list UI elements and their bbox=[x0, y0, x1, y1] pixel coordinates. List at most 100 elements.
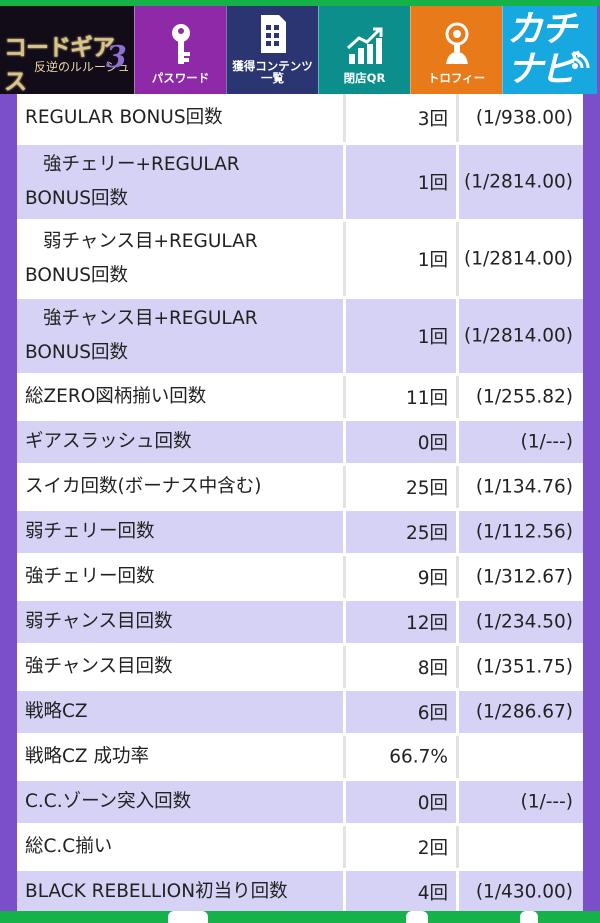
label-cell: BLACK REBELLION初当り回数 bbox=[17, 871, 343, 913]
row-count: 66.7% bbox=[389, 746, 448, 768]
row-count: 1回 bbox=[417, 250, 448, 271]
row-label: 総ZERO図柄揃い回数 bbox=[25, 386, 207, 407]
row-count: 25回 bbox=[405, 523, 448, 544]
row-probability: (1/112.56) bbox=[475, 521, 573, 543]
row-probability: (1/286.67) bbox=[475, 701, 573, 723]
probability-cell: (1/---) bbox=[456, 781, 583, 823]
count-cell: 25回 bbox=[343, 466, 456, 508]
label-cell: C.C.ゾーン突入回数 bbox=[17, 781, 343, 823]
table-row: 戦略CZ 成功率 66.7% bbox=[17, 736, 583, 778]
table-row: 強チェリー+REGULAR BONUS回数 1回 (1/2814.00) bbox=[17, 145, 583, 219]
row-label: C.C.ゾーン突入回数 bbox=[25, 791, 192, 812]
count-cell: 9回 bbox=[343, 556, 456, 598]
row-probability: (1/2814.00) bbox=[464, 325, 573, 347]
table-row: C.C.ゾーン突入回数 0回 (1/---) bbox=[17, 781, 583, 823]
probability-cell: (1/351.75) bbox=[456, 646, 583, 688]
label-cell: ギアスラッシュ回数 bbox=[17, 421, 343, 463]
count-cell: 66.7% bbox=[343, 736, 456, 778]
chart-up-icon bbox=[346, 27, 382, 64]
row-label: 弱チャンス目回数 bbox=[25, 611, 173, 632]
row-probability: (1/2814.00) bbox=[464, 248, 573, 270]
brand-text: カチナビ bbox=[507, 9, 577, 90]
count-cell: 4回 bbox=[343, 871, 456, 913]
trophy-person-icon bbox=[445, 22, 468, 64]
label-cell: 弱チャンス目回数 bbox=[17, 601, 343, 643]
row-count: 0回 bbox=[417, 433, 448, 454]
nav-contents-button[interactable]: 獲得コンテンツ一覧 bbox=[226, 6, 318, 94]
probability-cell bbox=[456, 826, 583, 868]
row-count: 0回 bbox=[417, 793, 448, 814]
count-cell: 25回 bbox=[343, 511, 456, 553]
row-label: REGULAR BONUS回数 bbox=[25, 107, 223, 128]
row-label: 総C.C揃い bbox=[25, 836, 113, 857]
row-count: 1回 bbox=[417, 173, 448, 194]
row-count: 11回 bbox=[405, 388, 448, 409]
count-cell: 3回 bbox=[343, 94, 456, 142]
row-count: 8回 bbox=[417, 658, 448, 679]
label-cell: REGULAR BONUS回数 bbox=[17, 94, 343, 142]
count-cell: 1回 bbox=[343, 299, 456, 373]
row-count: 2回 bbox=[417, 838, 448, 859]
wifi-icon bbox=[572, 51, 590, 69]
label-cell: 総ZERO図柄揃い回数 bbox=[17, 376, 343, 418]
label-cell: 戦略CZ 成功率 bbox=[17, 736, 343, 778]
count-cell: 1回 bbox=[343, 145, 456, 219]
logo-title: コードギアス bbox=[4, 34, 115, 94]
table-row: スイカ回数(ボーナス中含む) 25回 (1/134.76) bbox=[17, 466, 583, 508]
count-cell: 12回 bbox=[343, 601, 456, 643]
probability-cell: (1/2814.00) bbox=[456, 145, 583, 219]
label-cell: 弱チャンス目+REGULAR BONUS回数 bbox=[17, 222, 343, 296]
row-label: スイカ回数(ボーナス中含む) bbox=[25, 476, 262, 497]
row-probability: (1/351.75) bbox=[475, 656, 573, 678]
row-probability: (1/2814.00) bbox=[464, 171, 573, 193]
count-cell: 0回 bbox=[343, 421, 456, 463]
nav-closing-qr-label: 閉店QR bbox=[343, 71, 386, 85]
logo-subtitle: 反逆のルルーシュ bbox=[34, 60, 130, 74]
kachinavi-brand-logo[interactable]: カチナビ bbox=[502, 6, 597, 94]
table-row: 強チャンス目+REGULAR BONUS回数 1回 (1/2814.00) bbox=[17, 299, 583, 373]
bottom-accent-bar bbox=[0, 911, 600, 923]
bottom-decoration bbox=[406, 911, 428, 923]
label-cell: 強チャンス目回数 bbox=[17, 646, 343, 688]
label-cell: 戦略CZ bbox=[17, 691, 343, 733]
row-label: 強チェリー+REGULAR BONUS回数 bbox=[25, 154, 240, 209]
game-logo[interactable]: コードギアス 反逆のルルーシュ 3 bbox=[0, 6, 134, 94]
nav-closing-qr-button[interactable]: 閉店QR bbox=[318, 6, 410, 94]
row-probability: (1/255.82) bbox=[475, 386, 573, 408]
row-count: 3回 bbox=[417, 109, 448, 130]
row-probability: (1/938.00) bbox=[475, 107, 573, 129]
row-label: ギアスラッシュ回数 bbox=[25, 431, 192, 452]
count-cell: 2回 bbox=[343, 826, 456, 868]
document-grid-icon bbox=[260, 15, 286, 53]
table-row: 弱チャンス目+REGULAR BONUS回数 1回 (1/2814.00) bbox=[17, 222, 583, 296]
top-accent-bar bbox=[0, 0, 600, 6]
probability-cell: (1/430.00) bbox=[456, 871, 583, 913]
probability-cell: (1/---) bbox=[456, 421, 583, 463]
nav-password-button[interactable]: パスワード bbox=[134, 6, 226, 94]
row-count: 6回 bbox=[417, 703, 448, 724]
row-probability: (1/---) bbox=[520, 431, 573, 453]
logo-number: 3 bbox=[106, 40, 127, 75]
label-cell: 総C.C揃い bbox=[17, 826, 343, 868]
row-label: 弱チャンス目+REGULAR BONUS回数 bbox=[25, 231, 258, 286]
nav-trophy-button[interactable]: トロフィー bbox=[410, 6, 502, 94]
count-cell: 0回 bbox=[343, 781, 456, 823]
table-row: 総ZERO図柄揃い回数 11回 (1/255.82) bbox=[17, 376, 583, 418]
probability-cell: (1/2814.00) bbox=[456, 299, 583, 373]
probability-cell: (1/2814.00) bbox=[456, 222, 583, 296]
bottom-decoration bbox=[168, 911, 208, 923]
row-label: BLACK REBELLION初当り回数 bbox=[25, 881, 288, 902]
row-probability: (1/134.76) bbox=[475, 476, 573, 498]
probability-cell: (1/134.76) bbox=[456, 466, 583, 508]
label-cell: 弱チェリー回数 bbox=[17, 511, 343, 553]
probability-cell: (1/938.00) bbox=[456, 94, 583, 142]
label-cell: 強チェリー回数 bbox=[17, 556, 343, 598]
nav-trophy-label: トロフィー bbox=[427, 71, 486, 85]
row-probability: (1/---) bbox=[520, 791, 573, 813]
key-icon bbox=[171, 24, 190, 64]
table-row: ギアスラッシュ回数 0回 (1/---) bbox=[17, 421, 583, 463]
label-cell: 強チャンス目+REGULAR BONUS回数 bbox=[17, 299, 343, 373]
row-label: 強チャンス目+REGULAR BONUS回数 bbox=[25, 308, 258, 363]
row-count: 4回 bbox=[417, 883, 448, 904]
label-cell: 強チェリー+REGULAR BONUS回数 bbox=[17, 145, 343, 219]
